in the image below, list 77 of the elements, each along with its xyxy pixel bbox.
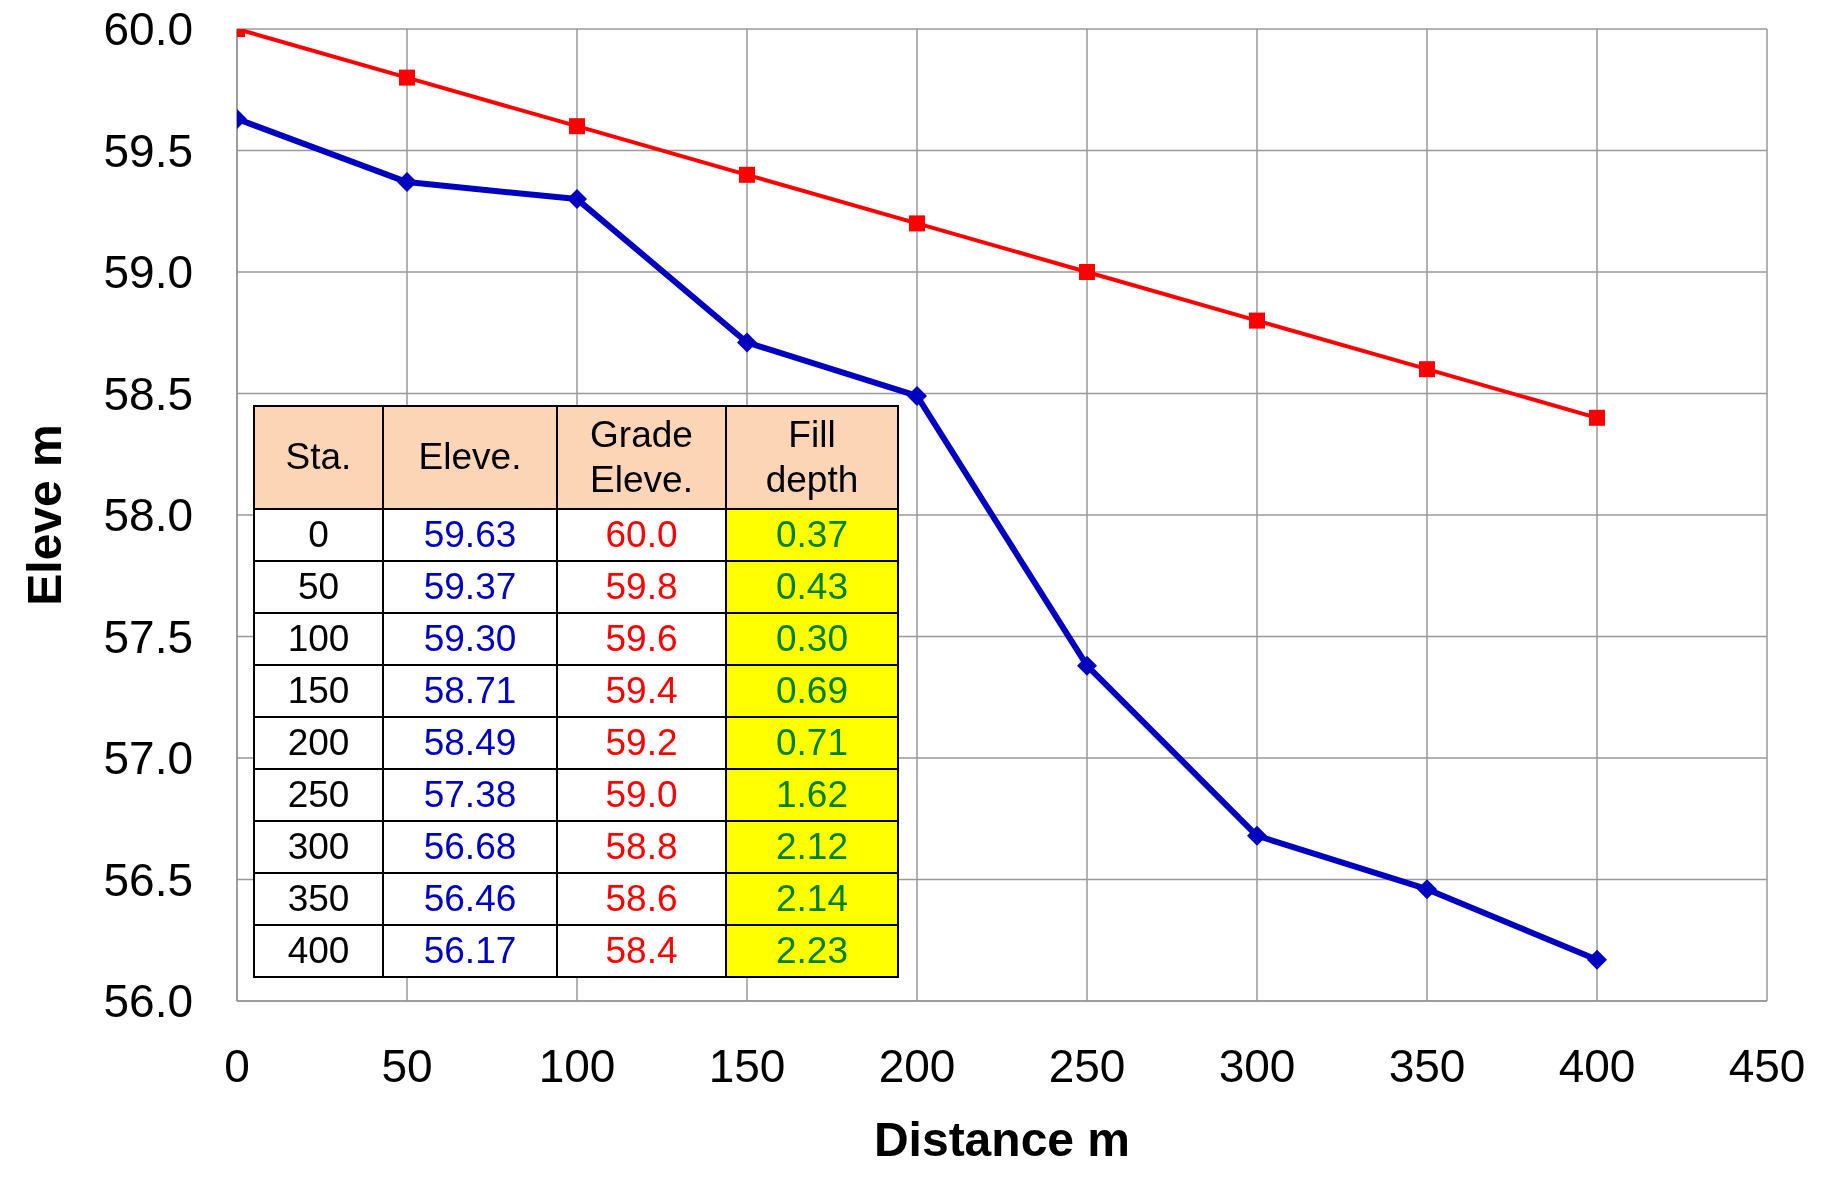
annotation: 50 [254,561,383,613]
annotation: 56.68 [383,821,557,873]
point [567,189,587,210]
point [1247,825,1267,846]
annotation: Grade Eleve. [557,406,726,509]
annotation: 400 [254,925,383,977]
x-tick-label: 150 [708,1039,786,1092]
point [1417,879,1437,900]
x-tick-label: 400 [1558,1039,1636,1092]
point [739,166,755,183]
annotation: 0 [254,509,383,561]
y-tick-label: 57.0 [103,732,193,785]
annotation: 2.23 [726,925,898,977]
x-tick-label: 350 [1388,1039,1466,1092]
annotation: 59.6 [557,613,726,665]
annotation: 0.37 [726,509,898,561]
y-tick-label: 60.0 [103,3,193,56]
annotation: Eleve. [383,406,557,509]
annotation: 350 [254,873,383,925]
annotation: 57.38 [383,769,557,821]
x-tick-label: 300 [1218,1039,1296,1092]
annotation: 58.49 [383,717,557,769]
y-tick-label: 59.5 [103,124,193,177]
annotation: 58.8 [557,821,726,873]
annotation: 59.37 [383,561,557,613]
annotation: 56.17 [383,925,557,977]
point [1077,655,1097,676]
annotation: 59.2 [557,717,726,769]
point [1079,264,1095,280]
point [569,118,585,135]
annotation: 59.0 [557,769,726,821]
annotation: 58.71 [383,665,557,717]
annotation: 59.63 [383,509,557,561]
y-tick-label: 56.5 [103,853,193,906]
annotation: Fill depth [726,406,898,509]
point [909,215,925,232]
x-tick-label: 200 [878,1039,956,1092]
point [399,69,415,86]
point [397,172,417,193]
x-tick-label: 0 [224,1039,250,1092]
annotation: 60.0 [557,509,726,561]
x-tick-label: 250 [1048,1039,1126,1092]
annotation: 150 [254,665,383,717]
point [1249,312,1265,329]
y-tick-label: 58.0 [103,489,193,542]
annotation: 59.4 [557,665,726,717]
annotation: 0.69 [726,665,898,717]
annotation: 0.71 [726,717,898,769]
x-axis-title: Distance m [873,1113,1131,1166]
point [1589,409,1605,426]
annotation: 1.62 [726,769,898,821]
point [1587,949,1607,970]
y-tick-label: 57.5 [103,610,193,663]
y-axis-title: Eleve m [18,424,72,606]
annotation: 2.14 [726,873,898,925]
annotation: Sta. [254,406,383,509]
x-tick-label: 100 [538,1039,616,1092]
point [1419,361,1435,378]
annotation: 0.43 [726,561,898,613]
y-tick-label: 56.0 [103,975,193,1028]
annotation: 250 [254,769,383,821]
x-tick-label: 450 [1728,1039,1806,1092]
point [907,385,927,406]
annotation: 56.46 [383,873,557,925]
annotation: 200 [254,717,383,769]
annotation: 59.8 [557,561,726,613]
annotation: 59.30 [383,613,557,665]
point [737,332,757,353]
annotation: 2.12 [726,821,898,873]
y-tick-label: 58.5 [103,367,193,420]
annotation: 58.6 [557,873,726,925]
y-tick-label: 59.0 [103,246,193,299]
x-tick-label: 50 [381,1039,433,1092]
annotation: 100 [254,613,383,665]
annotation: 58.4 [557,925,726,977]
annotation: 0.30 [726,613,898,665]
annotation: 300 [254,821,383,873]
